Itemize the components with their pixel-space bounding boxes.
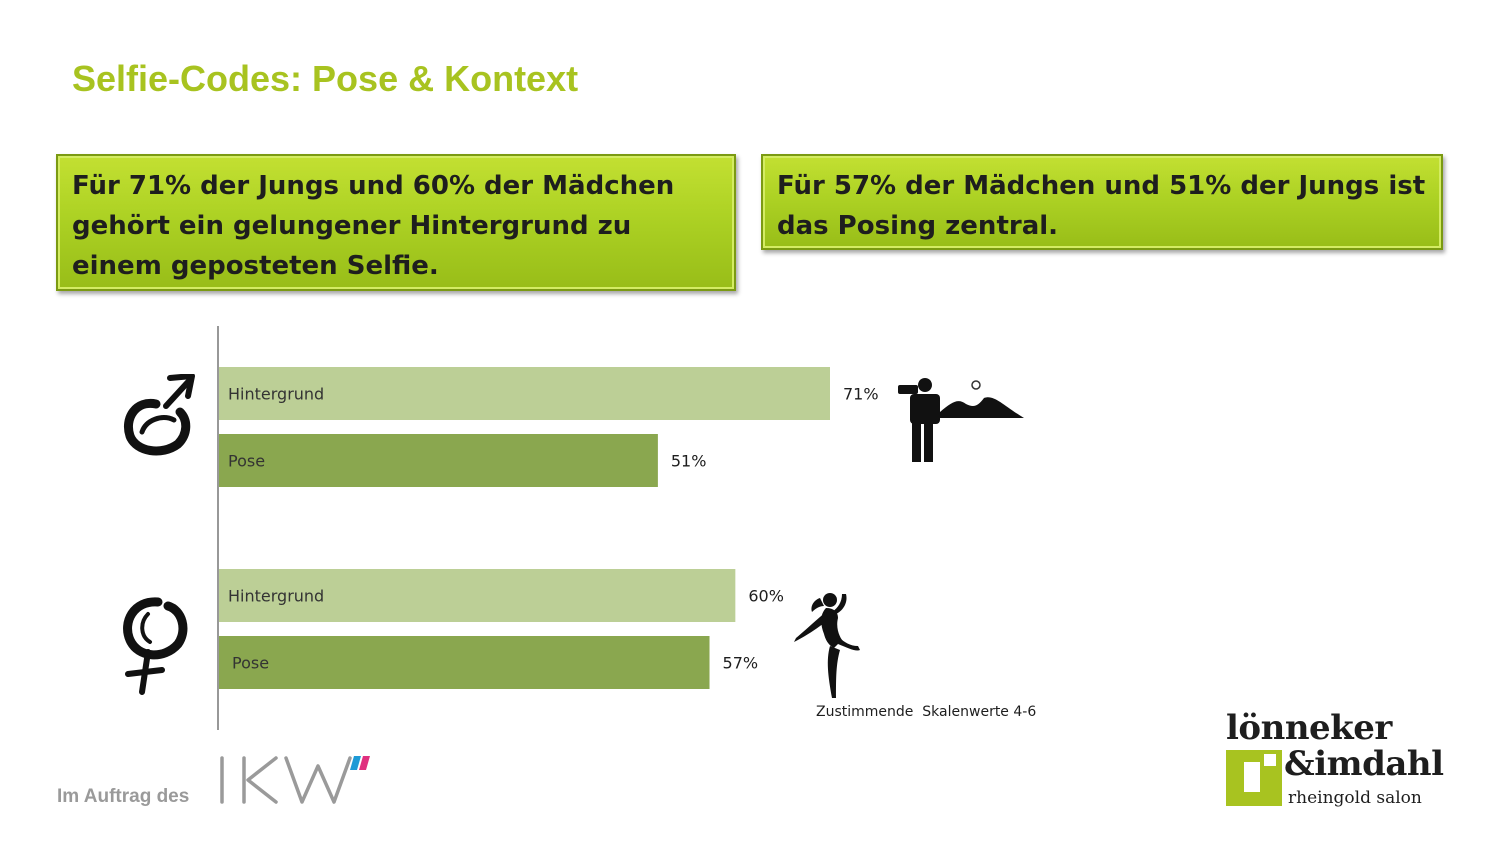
bar-male-pose — [219, 434, 658, 487]
loenneker-imdahl-logo: lönneker &imdahl rheingold salon — [1226, 708, 1456, 812]
bar-value-label: 71% — [843, 385, 879, 404]
bar-category-label: Pose — [232, 654, 269, 673]
posing-woman-icon — [794, 593, 860, 698]
logo-line-3: rheingold salon — [1288, 788, 1422, 808]
page-title: Selfie-Codes: Pose & Kontext — [72, 58, 579, 99]
logo-line-1: lönneker — [1226, 708, 1392, 748]
chart-footnote: Zustimmende Skalenwerte 4-6 — [816, 704, 1037, 720]
commission-text: Im Auftrag des — [57, 786, 190, 807]
female-symbol-icon — [123, 597, 188, 695]
bar-category-label: Hintergrund — [228, 587, 324, 606]
bar-male-hintergrund — [219, 367, 830, 420]
bar-female-pose — [219, 636, 710, 689]
callout-background-stat: Für 71% der Jungs und 60% der Mädchen ge… — [56, 154, 736, 291]
bar-value-label: 60% — [748, 587, 784, 606]
bar-value-label: 57% — [723, 654, 759, 673]
logo-mark — [1226, 750, 1282, 806]
chart-bars: Hintergrund 71% Pose 51% Hintergrund 60% Pose 5… — [219, 367, 879, 689]
bar-value-label: 51% — [671, 452, 707, 471]
bar-category-label: Hintergrund — [228, 385, 324, 404]
male-symbol-icon — [124, 374, 195, 456]
bar-female-hintergrund — [219, 569, 736, 622]
bar-category-label: Pose — [228, 452, 265, 471]
logo-line-2: &imdahl — [1284, 744, 1444, 784]
callout-posing-stat: Für 57% der Mädchen und 51% der Jungs is… — [761, 154, 1443, 250]
photographer-landscape-icon — [898, 378, 1024, 462]
ikw-logo — [220, 756, 370, 804]
